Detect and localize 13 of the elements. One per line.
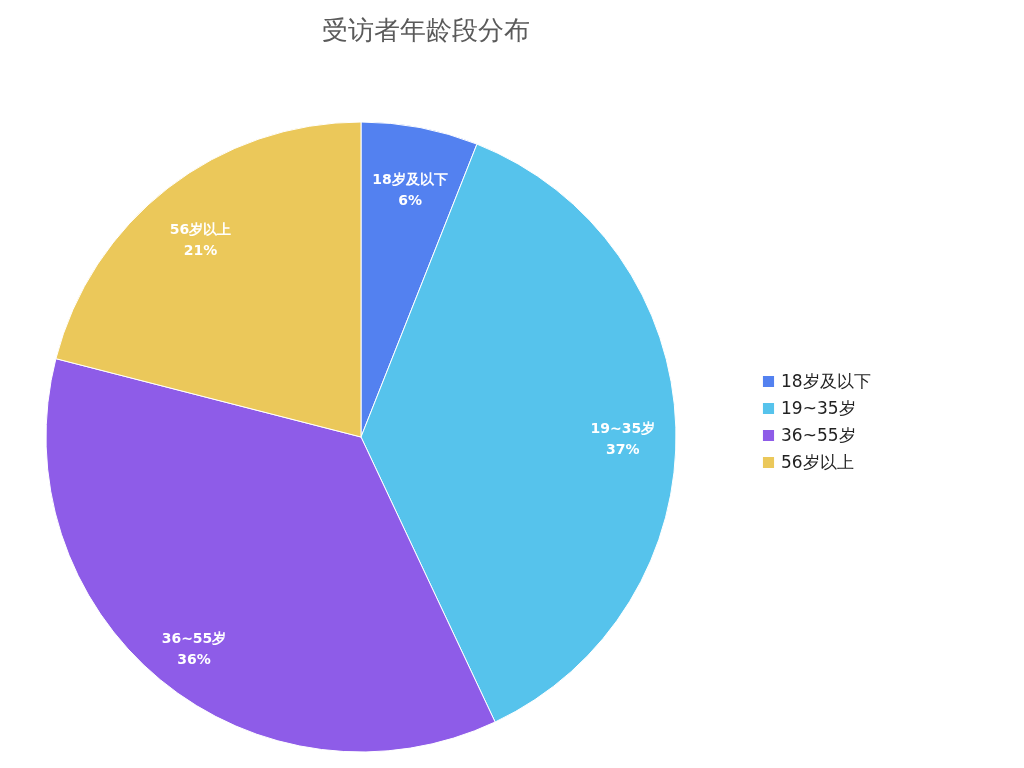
data-label: 21% [183, 241, 218, 258]
legend-label: 18岁及以下 [781, 370, 871, 391]
slice-label: 36~55岁 [161, 629, 227, 646]
data-label: 6% [398, 191, 422, 208]
legend-label: 36~55岁 [781, 424, 856, 445]
data-label: 37% [606, 440, 640, 457]
slice-label: 18岁及以下 [372, 170, 448, 187]
data-label: 36% [177, 650, 211, 667]
slice-label: 56岁以上 [169, 220, 232, 237]
chart-title: 受访者年龄段分布 [322, 15, 530, 45]
legend-label: 19~35岁 [781, 397, 856, 418]
slice-label: 19~35岁 [590, 419, 656, 436]
legend-label: 56岁以上 [781, 451, 854, 472]
